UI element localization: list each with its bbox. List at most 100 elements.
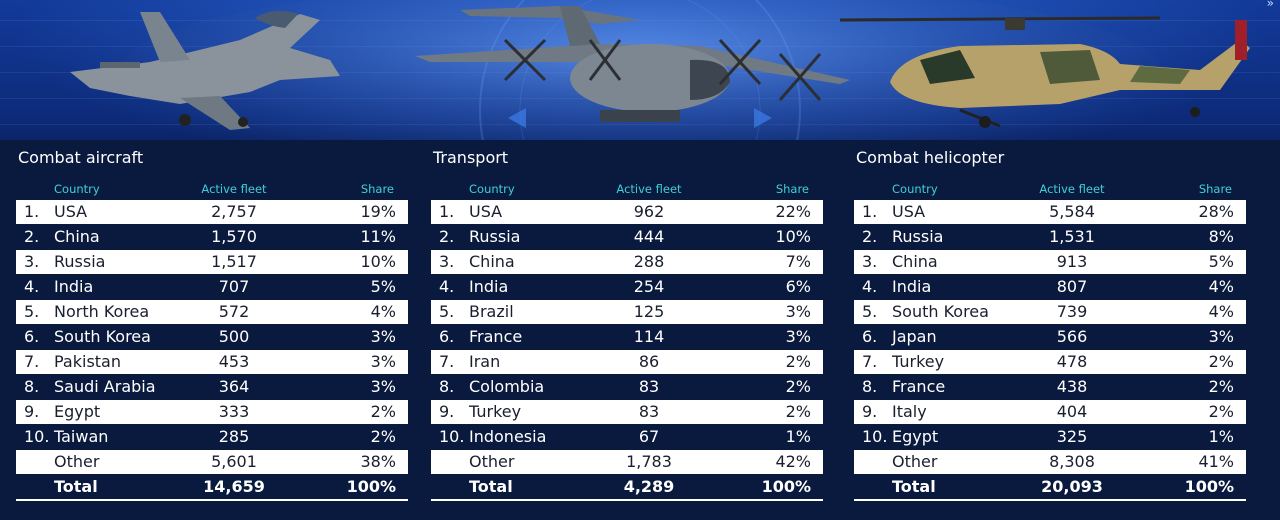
country-cell: Japan [892, 327, 937, 346]
share-cell: 3% [370, 352, 396, 371]
country-cell: Russia [54, 252, 106, 271]
total-fleet: 4,289 [623, 477, 675, 496]
table-row: 6. South Korea 500 3% [16, 325, 408, 349]
combat-aircraft-table: Combat aircraft Country Active fleet Share 1… [16, 140, 408, 510]
country-cell: India [469, 277, 509, 296]
share-cell: 1% [1208, 427, 1234, 446]
share-cell: 2% [785, 352, 811, 371]
table-row: 8. Saudi Arabia 364 3% [16, 375, 408, 399]
rank-cell: 3. [24, 252, 40, 271]
attack-helicopter-icon [839, 16, 1250, 128]
corner-mark: » [1266, 0, 1274, 10]
rank-cell: 9. [862, 402, 878, 421]
active-fleet-cell: 5,584 [1049, 202, 1095, 221]
country-cell: USA [892, 202, 926, 221]
country-cell: Saudi Arabia [54, 377, 156, 396]
total-row: Total 4,289 100% [431, 475, 823, 501]
active-fleet-cell: 1,531 [1049, 227, 1095, 246]
share-cell: 4% [1208, 302, 1234, 321]
other-fleet: 5,601 [211, 452, 257, 471]
column-header-share: Share [360, 182, 394, 196]
total-label: Total [892, 477, 936, 496]
column-header-active-fleet: Active fleet [616, 182, 682, 196]
share-cell: 3% [370, 327, 396, 346]
country-cell: Turkey [892, 352, 945, 371]
share-cell: 3% [1208, 327, 1234, 346]
table-row: 1. USA 5,584 28% [854, 200, 1246, 224]
share-cell: 7% [785, 252, 811, 271]
active-fleet-cell: 478 [1056, 352, 1088, 371]
transport-plane-icon [415, 6, 850, 122]
total-row: Total 20,093 100% [854, 475, 1246, 501]
country-cell: China [892, 252, 938, 271]
table-row: 9. Italy 404 2% [854, 400, 1246, 424]
table-row: 9. Egypt 333 2% [16, 400, 408, 424]
table-row: 8. Colombia 83 2% [431, 375, 823, 399]
table-row: 5. Brazil 125 3% [431, 300, 823, 324]
rank-cell: 6. [439, 327, 455, 346]
table-row: 10. Taiwan 285 2% [16, 425, 408, 449]
rank-cell: 9. [24, 402, 40, 421]
table-row: 3. China 913 5% [854, 250, 1246, 274]
table-row: 1. USA 962 22% [431, 200, 823, 224]
rank-cell: 4. [439, 277, 455, 296]
country-cell: France [469, 327, 523, 346]
share-cell: 2% [1208, 377, 1234, 396]
active-fleet-cell: 2,757 [211, 202, 257, 221]
table-row: 2. Russia 1,531 8% [854, 225, 1246, 249]
total-share: 100% [1184, 477, 1234, 496]
country-cell: China [54, 227, 100, 246]
other-label: Other [892, 452, 938, 471]
active-fleet-cell: 125 [633, 302, 665, 321]
rank-cell: 1. [862, 202, 878, 221]
rank-cell: 8. [862, 377, 878, 396]
active-fleet-cell: 962 [633, 202, 665, 221]
country-cell: Indonesia [469, 427, 547, 446]
rank-cell: 2. [439, 227, 455, 246]
country-cell: Egypt [54, 402, 101, 421]
active-fleet-cell: 333 [218, 402, 250, 421]
rank-cell: 8. [24, 377, 40, 396]
share-cell: 2% [1208, 352, 1234, 371]
country-cell: Colombia [469, 377, 545, 396]
rank-cell: 1. [24, 202, 40, 221]
column-header-share: Share [775, 182, 809, 196]
table-title: Combat aircraft [18, 148, 144, 167]
active-fleet-cell: 254 [633, 277, 665, 296]
active-fleet-cell: 288 [633, 252, 665, 271]
rank-cell: 2. [24, 227, 40, 246]
column-headers: Country Active fleet Share [16, 182, 408, 196]
table-row: 3. Russia 1,517 10% [16, 250, 408, 274]
column-header-country: Country [469, 182, 515, 196]
other-row: Other 5,601 38% [16, 450, 408, 474]
other-share: 42% [775, 452, 811, 471]
country-cell: Brazil [469, 302, 514, 321]
total-fleet: 20,093 [1041, 477, 1103, 496]
fighter-jet-icon [70, 10, 340, 130]
country-cell: India [892, 277, 932, 296]
rank-cell: 7. [862, 352, 878, 371]
table-row: 9. Turkey 83 2% [431, 400, 823, 424]
rank-cell: 3. [862, 252, 878, 271]
share-cell: 3% [785, 302, 811, 321]
country-cell: Russia [892, 227, 944, 246]
active-fleet-cell: 913 [1056, 252, 1088, 271]
rank-cell: 7. [439, 352, 455, 371]
column-header-active-fleet: Active fleet [201, 182, 267, 196]
total-share: 100% [346, 477, 396, 496]
share-cell: 3% [370, 377, 396, 396]
column-header-country: Country [54, 182, 100, 196]
total-label: Total [54, 477, 98, 496]
active-fleet-cell: 83 [638, 377, 660, 396]
banner-illustrations [70, 0, 1250, 140]
table-row: 4. India 807 4% [854, 275, 1246, 299]
total-row: Total 14,659 100% [16, 475, 408, 501]
share-cell: 3% [785, 327, 811, 346]
transport-table: Transport Country Active fleet Share 1. USA 96… [431, 140, 823, 510]
other-label: Other [469, 452, 515, 471]
other-label: Other [54, 452, 100, 471]
active-fleet-cell: 1,570 [211, 227, 257, 246]
share-cell: 6% [785, 277, 811, 296]
total-fleet: 14,659 [203, 477, 265, 496]
active-fleet-cell: 438 [1056, 377, 1088, 396]
